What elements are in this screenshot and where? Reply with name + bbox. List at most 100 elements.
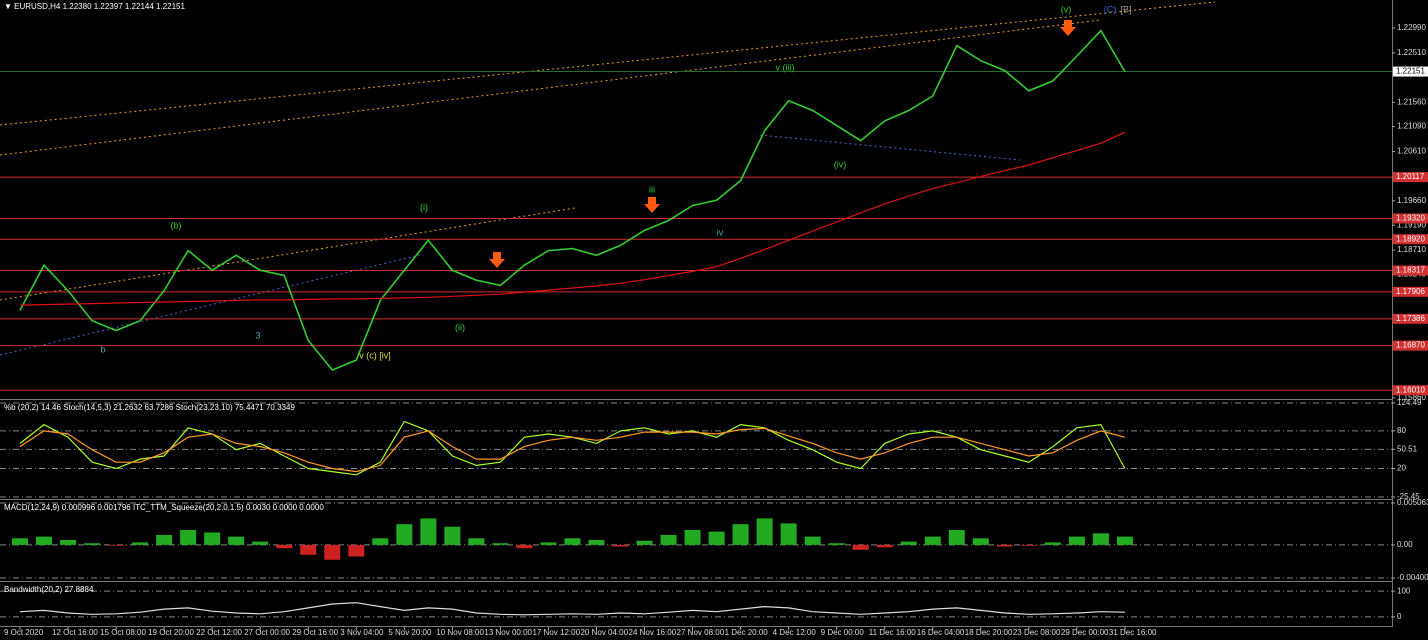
y-tick-label: -0.004003 <box>1397 573 1428 582</box>
histogram-bar <box>516 544 533 549</box>
level-box <box>1393 340 1428 351</box>
y-tick-label: 0.005063 <box>1397 498 1428 507</box>
wave-label: (iv) <box>834 159 847 169</box>
histogram-bar <box>132 542 149 545</box>
wave-label: v (iii) <box>776 62 795 72</box>
y-tick-label: 1.19190 <box>1397 220 1426 229</box>
histogram-bar <box>924 536 941 545</box>
wave-label: (C) <box>1104 4 1117 14</box>
level-box <box>1393 265 1428 276</box>
main-title: ▼ EURUSD,H4 1.22380 1.22397 1.22144 1.22… <box>4 2 185 11</box>
level-label: 1.17906 <box>1396 287 1425 296</box>
y-tick-label: 80 <box>1397 426 1406 435</box>
histogram-bar <box>972 538 989 545</box>
level-label: 1.17386 <box>1396 314 1425 323</box>
level-label: 1.18317 <box>1396 266 1425 275</box>
x-tick-label: 23 Dec 08:00 <box>1013 628 1061 637</box>
y-tick-label: 1.18710 <box>1397 245 1426 254</box>
x-tick-label: 27 Oct 00:00 <box>244 628 290 637</box>
trendlines <box>0 1 1216 301</box>
y-tick-label: 50.51 <box>1397 444 1418 453</box>
histogram-bar <box>36 536 53 545</box>
wave-label: v (c) [iv] <box>359 350 391 360</box>
histogram-bar <box>996 544 1013 547</box>
current-price-label: 1.22151 <box>1396 67 1425 76</box>
histogram-bar <box>1116 536 1133 545</box>
trendline <box>0 207 576 301</box>
series-line <box>19 602 1125 616</box>
histogram-bar <box>708 531 725 545</box>
histogram-bar <box>108 544 125 546</box>
x-tick-label: 10 Nov 08:00 <box>436 628 484 637</box>
y-tick-label: 1.19660 <box>1397 196 1426 205</box>
current-price-box <box>1393 66 1428 77</box>
series-line <box>19 427 1126 473</box>
histogram-bar <box>252 541 269 545</box>
histogram-bar <box>804 536 821 545</box>
x-tick-label: 1 Dec 20:00 <box>725 628 769 637</box>
histogram-bar <box>828 543 845 545</box>
level-box <box>1393 313 1428 324</box>
histogram-bar <box>948 529 965 545</box>
x-tick-label: 29 Oct 16:00 <box>292 628 338 637</box>
level-label: 1.19320 <box>1396 214 1425 223</box>
x-tick-label: 9 Dec 00:00 <box>821 628 865 637</box>
histogram-bar <box>420 518 437 545</box>
level-box <box>1393 172 1428 183</box>
histogram-bar <box>324 544 341 560</box>
level-box <box>1393 286 1428 297</box>
histogram-bar <box>1068 536 1085 545</box>
histogram-bar <box>276 544 293 549</box>
down-arrow <box>489 252 505 268</box>
histogram-bar <box>204 532 221 545</box>
x-tick-label: 13 Nov 00:00 <box>484 628 532 637</box>
wave-label: (b) <box>171 220 182 230</box>
x-tick-label: 11 Dec 16:00 <box>869 628 917 637</box>
level-label: 1.18920 <box>1396 234 1425 243</box>
histogram-bar <box>180 529 197 545</box>
y-tick-label: 0 <box>1397 612 1402 621</box>
x-tick-label: 22 Oct 12:00 <box>196 628 242 637</box>
histogram-bar <box>1020 544 1037 546</box>
x-tick-label: 20 Nov 04:00 <box>580 628 628 637</box>
wave-label: 3 <box>255 330 260 340</box>
x-tick-label: 18 Dec 20:00 <box>965 628 1013 637</box>
macd-title: MACD(12,24,9) 0.000996 0.001796 ITC_TTM_… <box>4 503 324 512</box>
down-arrow <box>644 197 660 213</box>
wave-label: (ii) <box>455 322 465 332</box>
histogram-bar <box>348 544 365 557</box>
histogram-bar <box>588 539 605 545</box>
y-tick-label: 124.49 <box>1397 398 1422 407</box>
histogram-bar <box>84 543 101 545</box>
histogram-bar <box>612 544 629 547</box>
histogram-bar <box>732 524 749 545</box>
wave-label: (v) <box>1061 4 1072 14</box>
level-box <box>1393 234 1428 245</box>
y-tick-label: 100 <box>1397 586 1411 595</box>
down-arrow <box>1060 20 1076 36</box>
series-line <box>19 131 1126 306</box>
x-tick-label: 29 Dec 00:00 <box>1061 628 1109 637</box>
histogram-bar <box>780 523 797 545</box>
histogram-bar <box>444 526 461 545</box>
level-label: 1.16870 <box>1396 341 1425 350</box>
x-tick-label: 24 Nov 16:00 <box>629 628 677 637</box>
channel-lines <box>0 134 1021 356</box>
trendline <box>0 1 1216 126</box>
histogram-bar <box>852 544 869 550</box>
wave-label: iii <box>649 184 655 194</box>
histogram-bar <box>756 518 773 545</box>
y-tick-label: 0.00 <box>1397 540 1413 549</box>
histogram-bar <box>372 538 389 545</box>
series-line <box>19 29 1126 371</box>
x-tick-label: 15 Oct 08:00 <box>100 628 146 637</box>
panel-borders <box>0 0 1393 627</box>
y-tick-label: 1.21560 <box>1397 97 1426 106</box>
x-tick-label: 31 Dec 16:00 <box>1109 628 1157 637</box>
level-label: 1.20117 <box>1396 172 1425 181</box>
histogram-bar <box>1044 542 1061 545</box>
histogram-bar <box>876 544 893 548</box>
x-tick-label: 16 Dec 04:00 <box>917 628 965 637</box>
x-tick-label: 9 Oct 2020 <box>4 628 44 637</box>
